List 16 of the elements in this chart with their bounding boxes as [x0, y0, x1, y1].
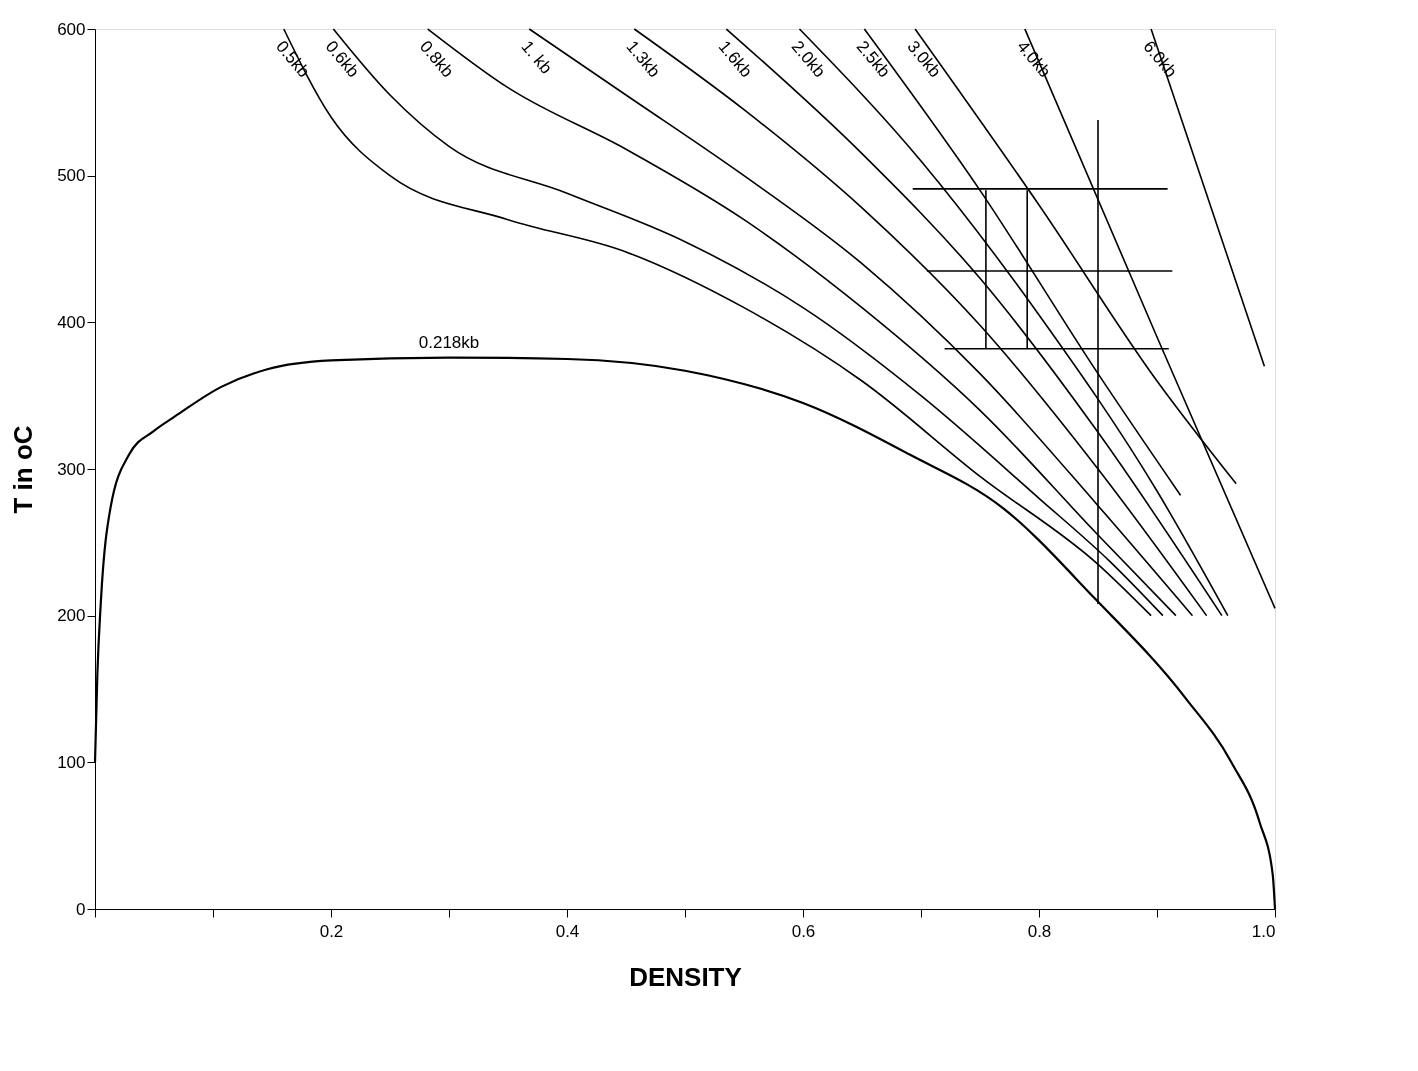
series-label: 0.218kb [418, 332, 480, 352]
text: 1. kb [517, 37, 556, 78]
y-tick-label: 500 [57, 166, 86, 186]
y-tick-label: 600 [57, 19, 86, 39]
x-tick-label: 0.6 [791, 921, 816, 941]
y-tick-label: 200 [57, 606, 86, 626]
x-tick-label: 0.8 [1027, 921, 1052, 941]
y-tick-label: 0 [76, 899, 86, 919]
y-tick-label: 100 [57, 752, 86, 772]
x-tick-label: 0.4 [555, 921, 580, 941]
y-tick-label: 300 [57, 459, 86, 479]
y-axis-title: T in oC [8, 425, 39, 514]
x-axis-title: DENSITY [629, 961, 742, 992]
x-tick-label: 0.2 [319, 921, 344, 941]
x-tick-label: 1.0 [1251, 921, 1276, 941]
y-tick-label: 400 [57, 312, 86, 332]
